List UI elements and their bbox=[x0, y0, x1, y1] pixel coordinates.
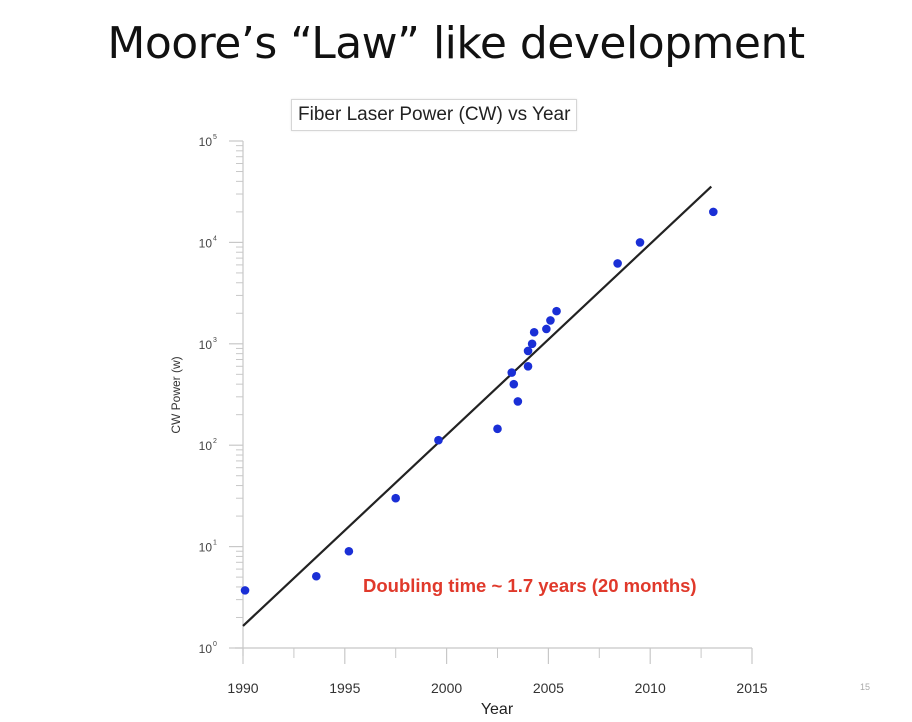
data-point bbox=[529, 327, 539, 337]
y-tick-label: 10 bbox=[199, 135, 213, 149]
y-axis-label: CW Power (w) bbox=[169, 356, 183, 433]
chart-title: Fiber Laser Power (CW) vs Year bbox=[291, 99, 578, 131]
x-axis-label: Year bbox=[481, 701, 514, 718]
data-point bbox=[542, 324, 551, 334]
slide-title: Moore’s “Law” like development bbox=[107, 18, 805, 69]
fit-line bbox=[242, 185, 713, 627]
data-point bbox=[613, 259, 622, 268]
data-point bbox=[546, 316, 555, 325]
data-point bbox=[509, 379, 519, 389]
svg-text:3: 3 bbox=[213, 337, 217, 344]
data-point bbox=[311, 571, 321, 581]
data-point bbox=[513, 397, 523, 406]
data-point bbox=[523, 346, 533, 356]
svg-text:2: 2 bbox=[213, 438, 217, 445]
data-point bbox=[344, 546, 354, 556]
y-tick-label: 10 bbox=[199, 338, 213, 352]
data-point bbox=[507, 368, 517, 377]
x-tick-label: 2005 bbox=[533, 680, 564, 696]
x-tick-label: 2015 bbox=[736, 680, 767, 696]
data-point bbox=[493, 424, 502, 434]
data-point bbox=[635, 238, 645, 247]
svg-text:5: 5 bbox=[213, 134, 217, 141]
x-tick-label: 2000 bbox=[431, 680, 462, 696]
svg-text:1: 1 bbox=[213, 540, 217, 547]
doubling-time-annotation: Doubling time ~ 1.7 years (20 months) bbox=[363, 575, 697, 596]
data-point bbox=[709, 207, 718, 217]
y-tick-label: 10 bbox=[199, 642, 213, 656]
data-point bbox=[527, 339, 537, 349]
data-point bbox=[523, 361, 533, 371]
data-point bbox=[434, 435, 443, 445]
y-tick-label: 10 bbox=[199, 236, 213, 250]
svg-text:4: 4 bbox=[213, 235, 217, 242]
y-tick-label: 10 bbox=[199, 439, 213, 453]
data-points bbox=[240, 207, 718, 595]
x-tick-label: 1990 bbox=[227, 680, 258, 696]
data-point bbox=[240, 586, 250, 595]
data-point bbox=[391, 493, 401, 503]
x-tick-label: 2010 bbox=[635, 680, 666, 696]
svg-text:0: 0 bbox=[213, 641, 217, 648]
page-number: 15 bbox=[860, 682, 871, 692]
y-tick-label: 10 bbox=[199, 541, 213, 555]
axis-labels: Year CW Power (w) Doubling time ~ 1.7 ye… bbox=[169, 356, 697, 718]
x-tick-label: 1995 bbox=[329, 680, 360, 696]
data-point bbox=[552, 306, 561, 316]
